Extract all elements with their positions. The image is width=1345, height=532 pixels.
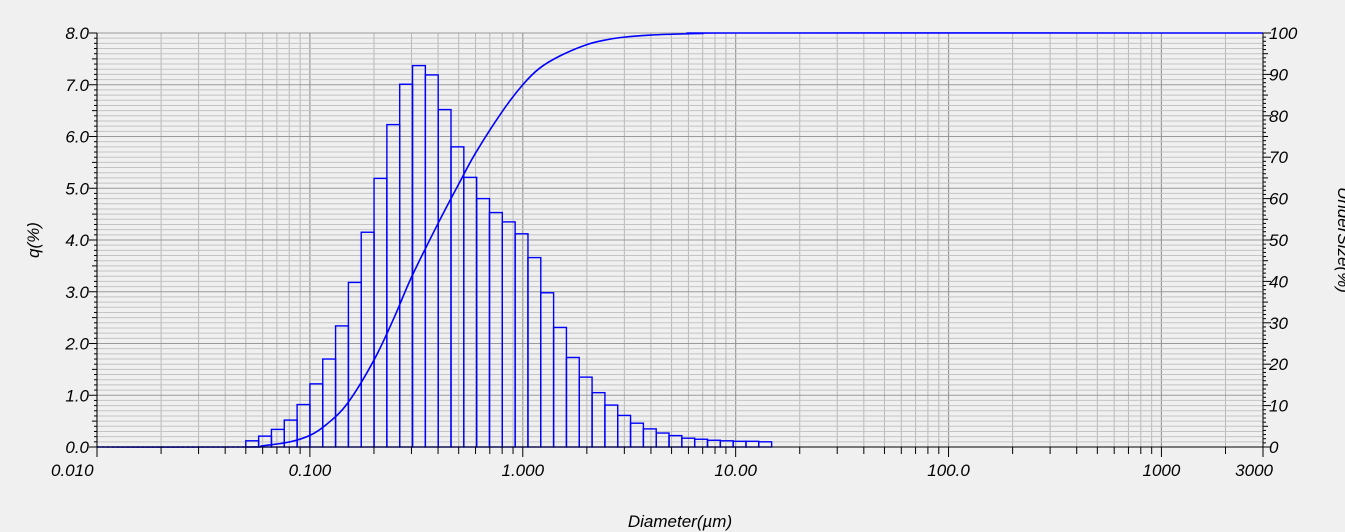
y-left-tick-label: 2.0 <box>64 335 89 354</box>
y-left-tick-label: 4.0 <box>65 231 89 250</box>
histogram-bar <box>540 292 555 448</box>
histogram-bar <box>552 326 568 448</box>
y-right-tick-label: 0 <box>1269 438 1279 457</box>
histogram-bar <box>693 438 709 448</box>
y-right-tick-label: 10 <box>1269 397 1288 416</box>
tick-labels: 0.0 1.0 2.0 3.0 4.0 5.0 6.0 7.0 8.0 0 10 20 30 40 50 60… <box>51 24 1298 480</box>
x-tick-label: 1.000 <box>501 461 544 480</box>
x-tick-label: 0.100 <box>289 461 332 480</box>
y-right-tick-label: 80 <box>1269 107 1288 126</box>
y-left-tick-label: 1.0 <box>65 386 89 405</box>
x-tick-label: 0.010 <box>51 461 94 480</box>
x-tick-label: 1000 <box>1143 461 1181 480</box>
y-axis-right-label: UnderSize(%) <box>1334 187 1345 293</box>
histogram-bar <box>334 325 350 448</box>
histogram-bar <box>527 256 542 448</box>
x-tick-label: 3000 <box>1235 461 1273 480</box>
y-right-tick-label: 90 <box>1269 65 1288 84</box>
histogram-bar <box>488 211 504 448</box>
grid <box>96 32 1264 448</box>
y-right-tick-label: 50 <box>1269 231 1288 250</box>
histogram-bar <box>706 439 722 448</box>
x-axis-label: Diameter(µm) <box>628 512 732 531</box>
y-left-tick-label: 0.0 <box>65 438 89 457</box>
histogram-bar <box>565 356 580 448</box>
y-left-tick-label: 5.0 <box>65 179 89 198</box>
histogram-bar <box>668 434 683 448</box>
y-right-tick-label: 30 <box>1269 314 1288 333</box>
x-tick-label: 100.0 <box>927 461 970 480</box>
histogram-bar <box>437 108 452 448</box>
y-right-tick-label: 100 <box>1269 24 1298 43</box>
histogram-bar <box>758 441 773 448</box>
y-left-tick-label: 8.0 <box>65 24 89 43</box>
y-right-tick-label: 40 <box>1269 272 1288 291</box>
y-right-tick-label: 60 <box>1269 190 1288 209</box>
y-right-tick-label: 70 <box>1269 148 1288 167</box>
histogram-bar <box>360 231 375 448</box>
x-tick-label: 10.00 <box>714 461 757 480</box>
y-axis-left-label: q(%) <box>24 222 43 258</box>
axes <box>89 32 1271 457</box>
y-left-tick-label: 7.0 <box>65 76 89 95</box>
y-right-tick-label: 20 <box>1268 355 1288 374</box>
histogram-bar <box>322 358 337 448</box>
histogram-bar <box>309 383 324 448</box>
histogram-bar <box>655 432 670 448</box>
cumulative-undersize-line <box>96 32 1264 448</box>
y-left-tick-label: 3.0 <box>65 283 89 302</box>
y-left-tick-label: 6.0 <box>65 128 89 147</box>
